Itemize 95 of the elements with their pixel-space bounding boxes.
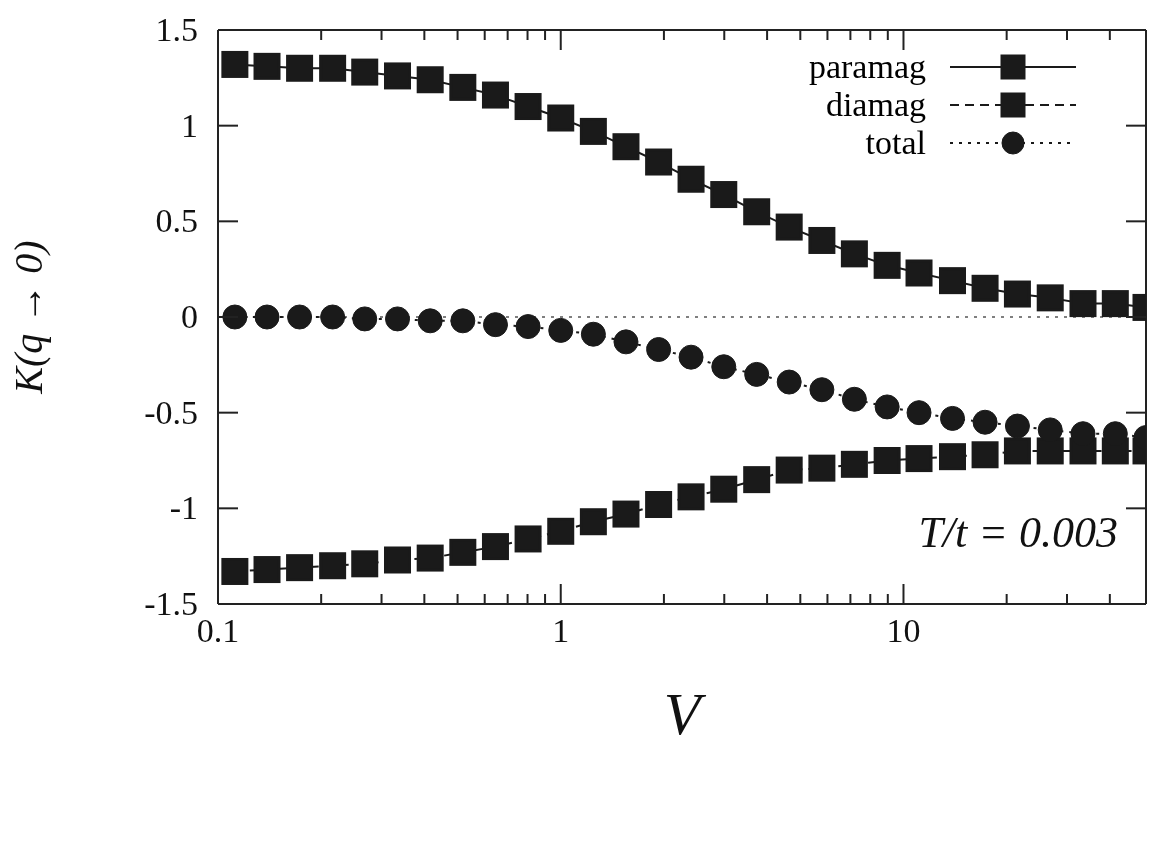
point [1003, 280, 1031, 308]
x-tick-label: 1 [552, 612, 570, 649]
point [514, 525, 542, 553]
point [385, 306, 411, 332]
point [971, 441, 999, 469]
point [1036, 284, 1064, 312]
point [579, 117, 607, 145]
point [449, 538, 477, 566]
x-tick-label: 10 [886, 612, 921, 649]
point [547, 104, 575, 132]
point [580, 321, 606, 347]
point [417, 308, 443, 334]
point [808, 226, 836, 254]
point [939, 443, 966, 471]
point [416, 66, 444, 94]
point [352, 306, 378, 332]
point [775, 456, 803, 484]
point [940, 405, 965, 431]
point [482, 312, 508, 338]
annotation: T/t = 0.003 [918, 507, 1118, 558]
point [319, 552, 347, 580]
point [320, 304, 346, 330]
point [253, 556, 281, 584]
y-tick-label: -0.5 [144, 393, 198, 431]
point [319, 54, 347, 82]
point [1003, 437, 1031, 465]
point [775, 213, 803, 241]
point [711, 354, 737, 380]
point [840, 450, 868, 478]
point [743, 198, 771, 226]
point [613, 329, 639, 355]
point [646, 337, 672, 363]
point [351, 58, 379, 86]
point [450, 308, 476, 334]
point [286, 54, 314, 82]
point [744, 361, 770, 387]
point [971, 274, 999, 302]
point [873, 447, 901, 474]
point [809, 377, 835, 403]
point [972, 409, 998, 435]
legend-label: paramag [808, 48, 926, 86]
point [743, 466, 771, 494]
point [905, 259, 933, 287]
point [612, 133, 640, 161]
point [678, 344, 704, 370]
point [548, 317, 574, 343]
point [481, 533, 509, 561]
point [1101, 290, 1129, 318]
point [645, 148, 673, 176]
point [416, 544, 444, 572]
point [808, 454, 836, 482]
y-tick-label: 1 [181, 106, 198, 144]
point [222, 304, 248, 330]
point [221, 557, 249, 585]
point [840, 240, 868, 268]
legend-label: diamag [825, 86, 926, 124]
y-tick-label: 0 [181, 298, 198, 335]
point [384, 62, 412, 90]
point [384, 546, 412, 574]
point [254, 304, 280, 330]
x-axis-title: V [663, 681, 707, 747]
point [286, 554, 314, 582]
point [514, 93, 542, 121]
y-tick-label: 0.5 [155, 202, 198, 240]
point [1004, 413, 1030, 439]
point [645, 491, 673, 519]
point [939, 267, 966, 295]
point [1069, 290, 1097, 318]
point [579, 508, 607, 536]
point [1036, 437, 1064, 465]
point [612, 500, 640, 528]
x-tick-label: 0.1 [196, 612, 240, 649]
point [351, 550, 379, 578]
point [841, 386, 867, 412]
point [905, 445, 933, 473]
y-tick-label: -1 [169, 489, 198, 527]
y-axis-title: K(q → 0) [6, 240, 52, 395]
point [677, 165, 705, 193]
y-tick-label: -1.5 [144, 585, 198, 622]
point [710, 181, 738, 209]
point [873, 251, 901, 279]
point [221, 50, 249, 78]
point [677, 483, 705, 511]
point [287, 304, 313, 330]
point [449, 73, 477, 101]
point [253, 52, 281, 80]
point [710, 475, 738, 503]
point [481, 81, 509, 109]
legend-label: total [865, 124, 926, 162]
point [515, 314, 541, 340]
point [874, 394, 900, 420]
point [776, 369, 802, 395]
point [906, 400, 932, 426]
y-tick-label: 1.5 [155, 11, 198, 48]
point [547, 517, 575, 545]
